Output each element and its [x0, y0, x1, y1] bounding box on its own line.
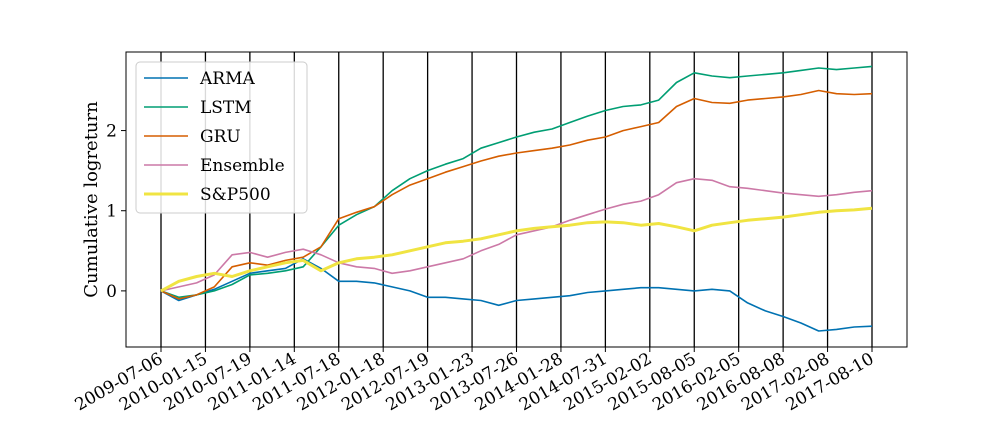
series-line-2: [160, 89, 873, 300]
series-line-3: [160, 177, 873, 292]
legend-label: S&P500: [200, 185, 271, 205]
series-lines: [160, 65, 873, 332]
y-axis-label: Cumulative logreturn: [81, 101, 102, 298]
y-tick-label: 1: [106, 202, 117, 222]
y-tick-label: 2: [106, 122, 117, 142]
legend: ARMA LSTM GRU Ensemble S&P500: [135, 61, 308, 214]
series-line-4: [160, 206, 873, 293]
legend-label: ARMA: [199, 69, 255, 89]
series-line-1: [160, 65, 873, 299]
legend-label: LSTM: [200, 98, 252, 118]
y-axis: 0 1 2: [106, 122, 126, 302]
series-line-0: [160, 257, 873, 332]
y-tick-label: 0: [106, 282, 117, 302]
legend-label: Ensemble: [200, 156, 285, 176]
legend-label: GRU: [200, 127, 241, 147]
x-axis: 2009-07-062010-01-152010-07-192011-01-14…: [72, 347, 878, 415]
legend-box: [135, 61, 308, 214]
